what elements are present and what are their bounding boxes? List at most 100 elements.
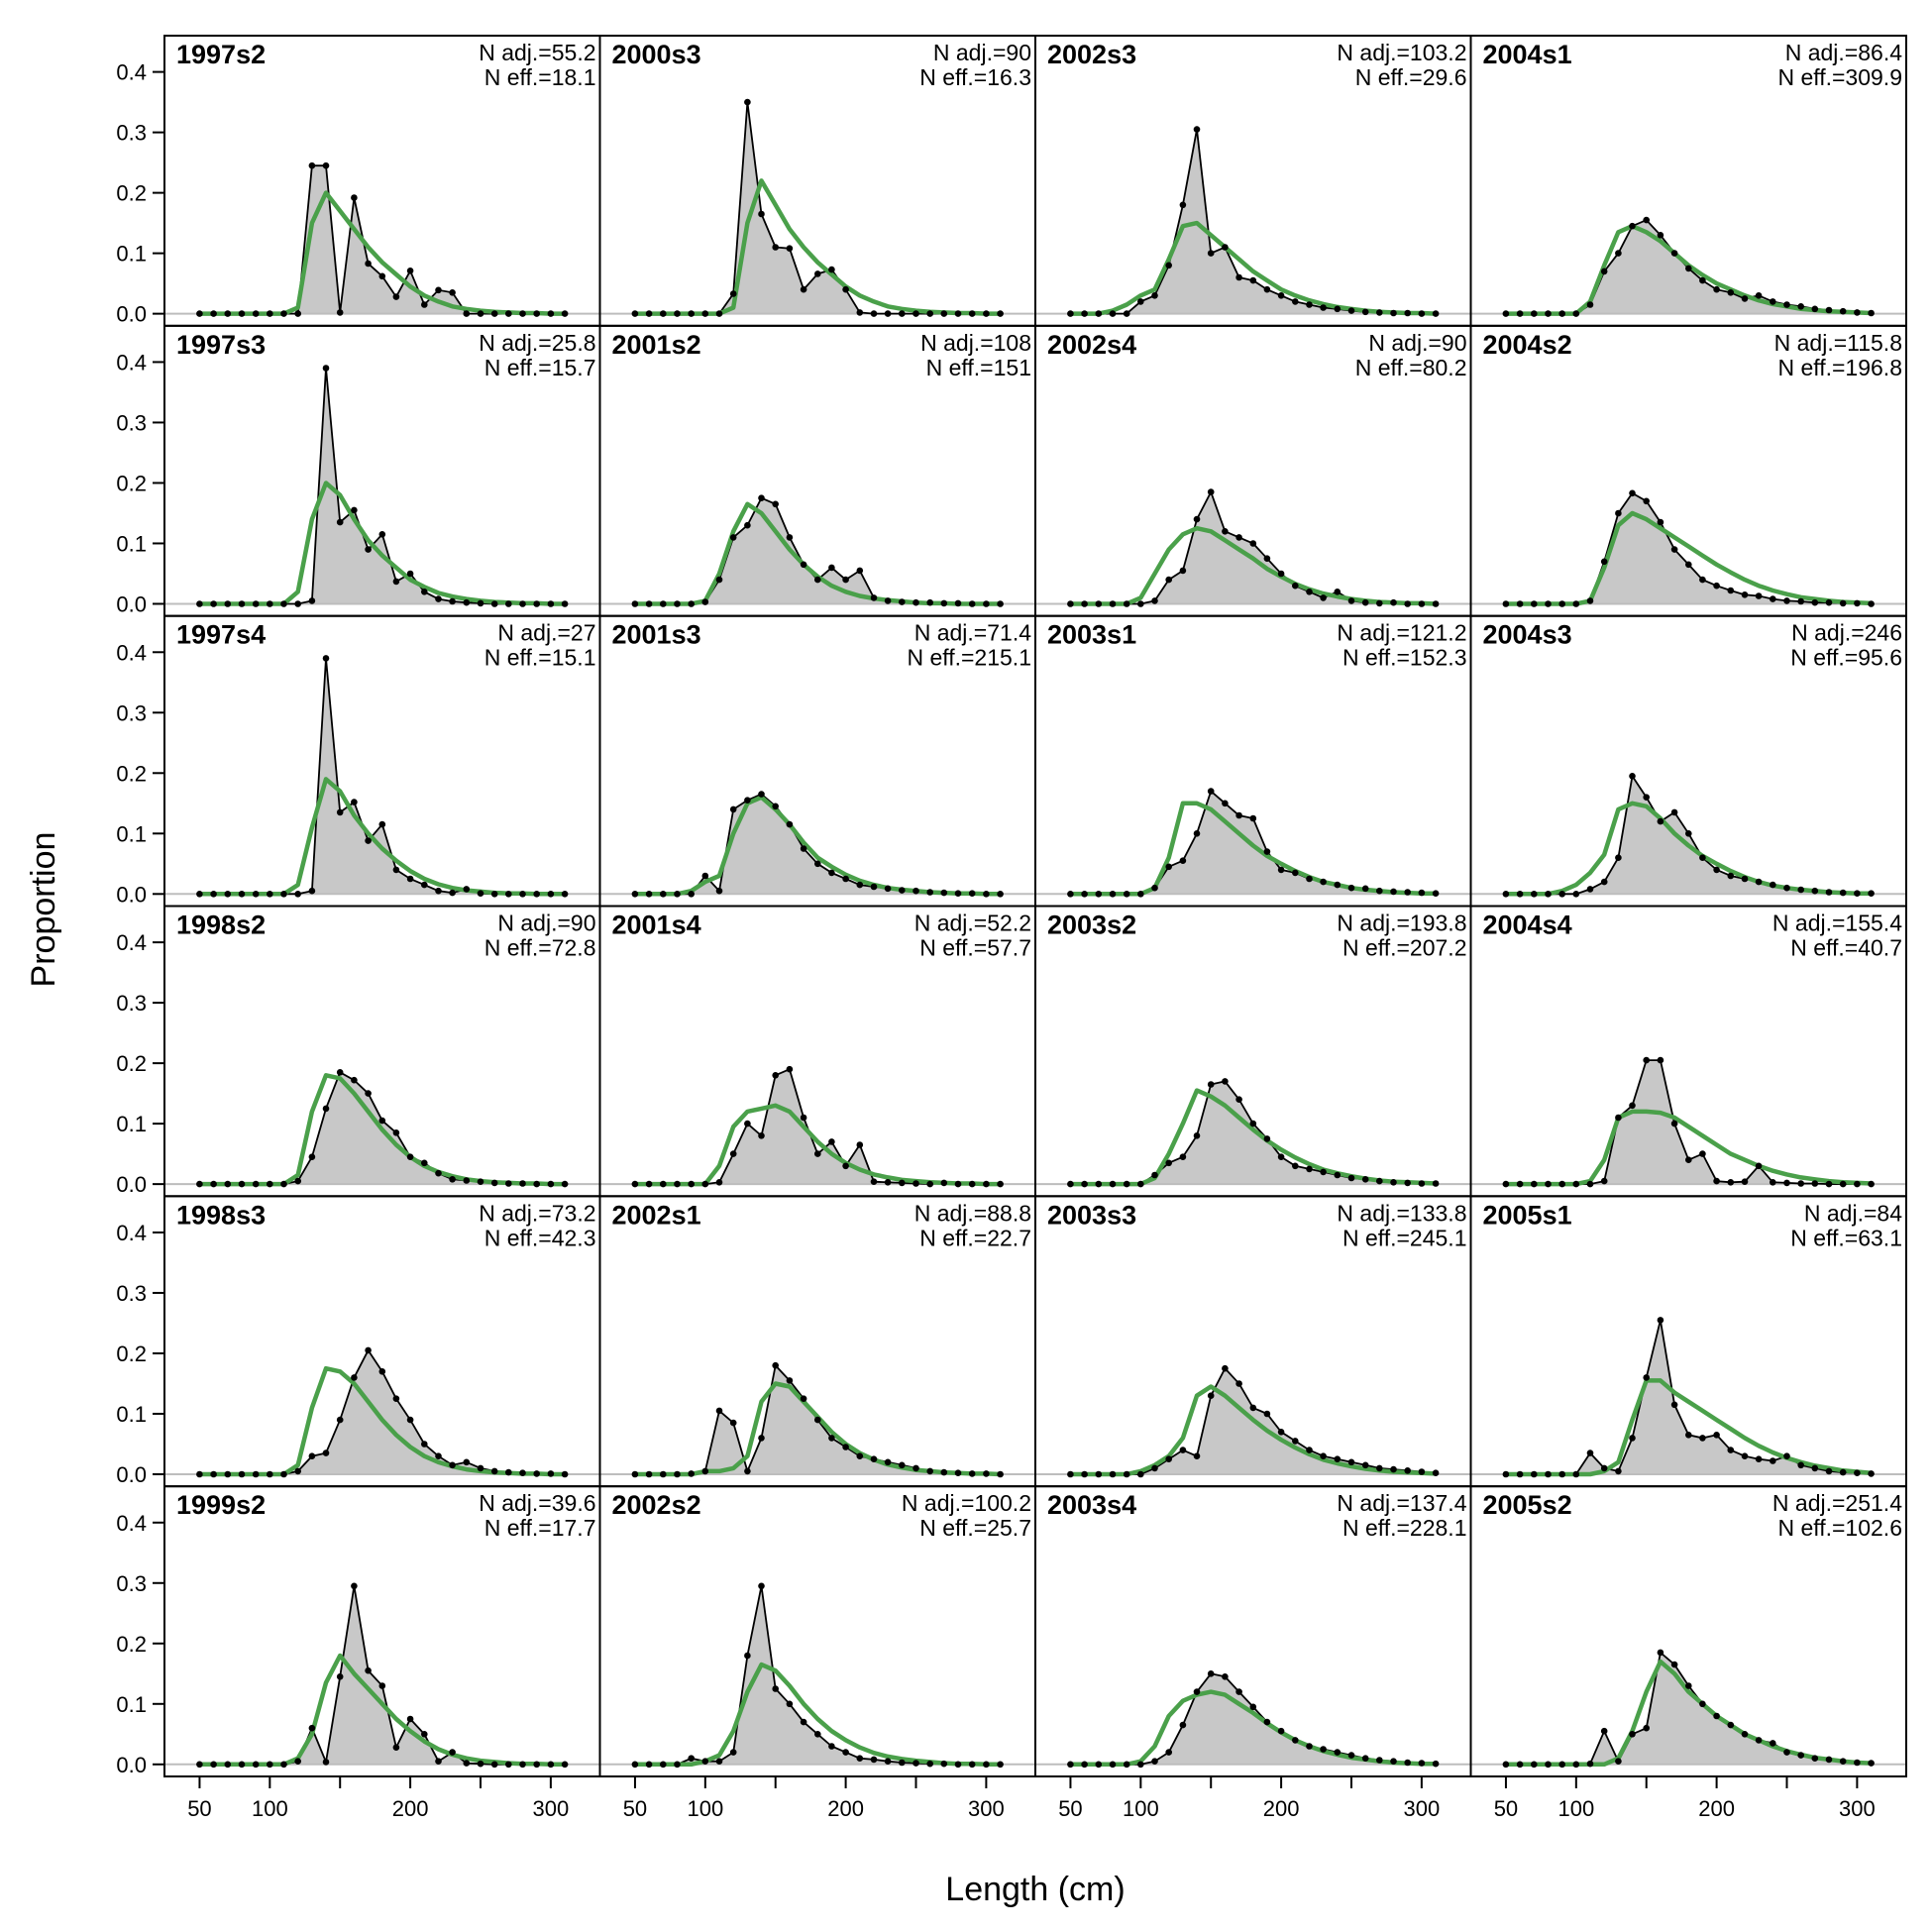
y-tick-label: 0.0 <box>116 1172 147 1197</box>
observed-point <box>688 1180 695 1188</box>
observed-point <box>1081 891 1088 898</box>
observed-point <box>1545 1470 1552 1478</box>
observed-point <box>421 1441 428 1448</box>
observed-point <box>1263 1135 1271 1142</box>
observed-area <box>1070 1081 1437 1185</box>
observed-point <box>814 1731 821 1738</box>
expected-line <box>1068 220 1439 316</box>
observed-point <box>814 1150 821 1157</box>
observed-point <box>1193 1132 1201 1139</box>
observed-point <box>715 1407 723 1415</box>
y-tick-label: 0.0 <box>116 302 147 327</box>
observed-point <box>365 1090 372 1097</box>
observed-point <box>1685 265 1692 272</box>
observed-point <box>1531 310 1538 317</box>
observed-area <box>634 497 1001 604</box>
observed-point <box>744 1652 751 1660</box>
observed-point <box>1306 1447 1313 1453</box>
observed-point <box>1179 857 1187 864</box>
observed-point <box>1755 878 1763 886</box>
observed-point <box>968 310 976 317</box>
observed-point <box>786 820 794 828</box>
observed-point <box>490 1467 498 1475</box>
observed-point <box>1643 497 1650 505</box>
y-tick-label: 0.3 <box>116 121 147 146</box>
x-tick-label: 300 <box>533 1796 570 1821</box>
observed-point <box>1825 889 1833 896</box>
observed-point <box>660 1180 667 1188</box>
observed-point <box>1137 1761 1144 1769</box>
observed-point <box>968 1761 976 1769</box>
observed-point <box>1713 582 1720 590</box>
observed-point <box>1292 582 1299 590</box>
observed-point <box>238 1761 246 1769</box>
observed-point <box>322 161 330 169</box>
observed-point <box>1263 848 1271 855</box>
observed-point <box>519 1469 526 1476</box>
observed-point <box>1685 1432 1692 1439</box>
y-tick-label: 0.3 <box>116 410 147 435</box>
observed-point <box>1643 1724 1650 1732</box>
observed-point <box>1376 1757 1383 1764</box>
observed-point <box>406 1153 414 1160</box>
observed-point <box>1123 891 1130 898</box>
n-eff-label: N eff.=95.6 <box>1790 645 1902 671</box>
observed-point <box>1516 1470 1524 1478</box>
observed-point <box>238 1470 246 1478</box>
observed-point <box>1222 528 1229 535</box>
observed-point <box>1502 891 1510 898</box>
observed-point <box>1713 1432 1720 1439</box>
observed-point <box>940 889 948 897</box>
n-adj-label: N adj.=55.2 <box>479 40 595 65</box>
observed-point <box>463 310 471 317</box>
expected-line <box>632 1662 1003 1768</box>
observed-point <box>1854 1180 1861 1188</box>
observed-point <box>252 891 260 898</box>
observed-point <box>1277 866 1285 874</box>
observed-point <box>856 1452 864 1459</box>
panel-title: 2004s3 <box>1483 620 1572 650</box>
observed-point <box>899 1179 906 1187</box>
n-eff-label: N eff.=40.7 <box>1790 935 1902 961</box>
observed-point <box>1825 1467 1833 1475</box>
observed-point <box>786 1700 794 1708</box>
observed-point <box>547 891 555 898</box>
observed-point <box>772 1361 779 1369</box>
observed-point <box>968 600 976 607</box>
observed-point <box>1418 1180 1426 1187</box>
observed-point <box>1067 600 1074 607</box>
observed-point <box>1839 307 1847 315</box>
panel-2002s2: 2002s2 N adj.=100.2N eff.=25.7 <box>598 1485 1036 1777</box>
observed-point <box>1334 1749 1342 1756</box>
observed-point <box>1868 1470 1875 1477</box>
observed-point <box>1685 561 1692 569</box>
observed-point <box>899 887 906 894</box>
observed-point <box>631 1761 639 1769</box>
observed-point <box>1404 1759 1411 1767</box>
expected-line <box>1503 1659 1874 1768</box>
y-tick-label: 0.4 <box>116 930 147 955</box>
observed-point <box>1432 600 1440 607</box>
observed-point <box>1783 301 1790 308</box>
observed-point <box>1165 1159 1172 1167</box>
observed-point <box>1207 488 1215 495</box>
observed-point <box>856 1141 864 1148</box>
observed-point <box>1615 1467 1622 1475</box>
observed-point <box>1432 1180 1440 1187</box>
observed-point <box>800 845 807 852</box>
observed-point <box>997 1761 1004 1769</box>
observed-point <box>1797 303 1804 310</box>
observed-point <box>1572 310 1580 317</box>
x-tick-label: 50 <box>1058 1796 1082 1821</box>
expected-line <box>197 1365 568 1477</box>
observed-point <box>828 1435 835 1442</box>
observed-point <box>772 500 779 508</box>
observed-point <box>1629 773 1636 780</box>
observed-point <box>1643 1056 1650 1064</box>
observed-point <box>406 268 414 274</box>
observed-point <box>406 1416 414 1424</box>
observed-point <box>449 1176 456 1183</box>
observed-point <box>449 597 456 605</box>
observed-point <box>1699 276 1706 284</box>
